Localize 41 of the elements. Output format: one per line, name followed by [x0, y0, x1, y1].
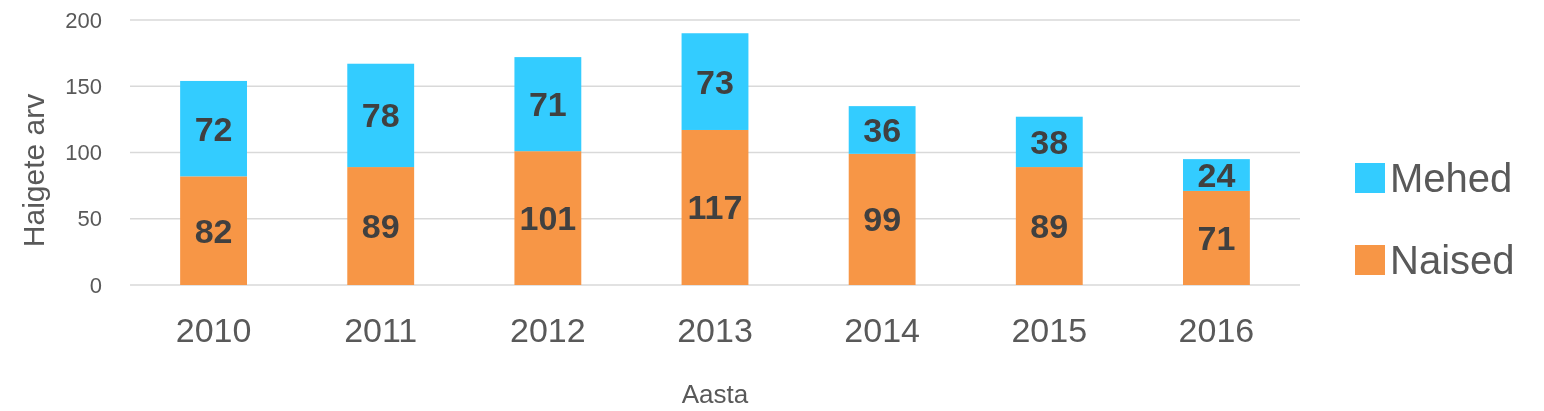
bar	[180, 176, 247, 285]
bar	[347, 167, 415, 285]
y-axis-title: Haigete arv	[17, 93, 50, 248]
x-tick-label: 2012	[510, 311, 586, 349]
data-label: 99	[863, 200, 902, 239]
data-label: 101	[519, 198, 577, 237]
data-label: 78	[361, 96, 400, 135]
bar	[848, 153, 916, 285]
bar	[514, 151, 582, 285]
bar	[681, 129, 749, 285]
x-tick-label: 2013	[677, 311, 753, 349]
data-label: 24	[1197, 155, 1236, 194]
bar	[347, 63, 415, 168]
bar	[1015, 167, 1083, 285]
x-tick-label: 2014	[844, 311, 920, 349]
bar	[514, 57, 582, 152]
data-label: 73	[696, 62, 734, 101]
data-label: 89	[1030, 206, 1069, 245]
x-tick-label: 2016	[1178, 311, 1255, 349]
legend-label: Mehed	[1390, 156, 1513, 200]
data-label: 72	[194, 109, 233, 148]
y-tick-label: 200	[65, 7, 102, 33]
data-label: 71	[528, 85, 567, 124]
x-tick-label: 2015	[1011, 311, 1088, 349]
bar	[180, 80, 247, 177]
legend-label: Naised	[1390, 238, 1515, 282]
data-label: 89	[361, 206, 400, 245]
data-label: 82	[194, 211, 233, 250]
x-axis-title: Aasta	[681, 379, 749, 409]
data-label: 117	[687, 188, 743, 227]
data-label: 38	[1030, 122, 1069, 161]
y-tick-label: 150	[65, 73, 102, 99]
x-tick-label: 2010	[175, 311, 252, 349]
x-tick-label: 2011	[344, 311, 418, 349]
y-tick-label: 100	[65, 140, 102, 166]
data-label: 36	[863, 110, 902, 149]
data-label: 71	[1197, 218, 1236, 257]
bar	[681, 33, 749, 130]
bar	[1183, 190, 1250, 285]
y-tick-label: 50	[77, 206, 102, 232]
y-tick-label: 0	[89, 272, 102, 298]
